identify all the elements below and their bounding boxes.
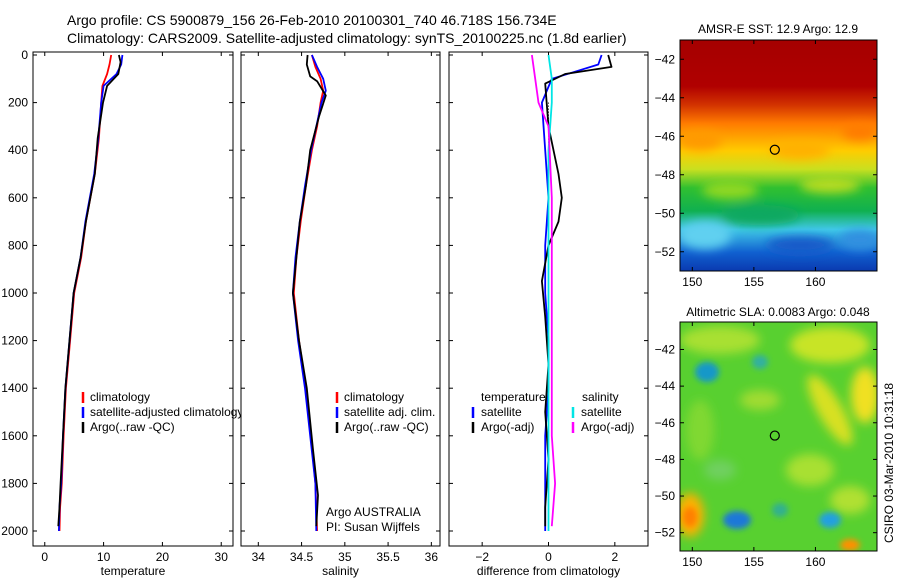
map-y-tick-label: −48 xyxy=(655,452,676,466)
map-y-tick-label: −42 xyxy=(655,52,676,66)
map-y-tick-label: −44 xyxy=(655,91,676,105)
plot-frame xyxy=(240,51,441,547)
legend-entry: satellite-adjusted climatology xyxy=(90,405,243,419)
y-tick-label: 1200 xyxy=(1,334,28,348)
annotation-text: PI: Susan Wijffels xyxy=(326,520,420,534)
legend-heading: temperature xyxy=(481,390,546,404)
x-tick-label: 36 xyxy=(425,550,439,564)
salinity-panel: 34 34.5 35 35.5 36 salinity climatologysatelli… xyxy=(240,51,441,578)
sla-map-frame xyxy=(679,321,878,552)
legend-heading: salinity xyxy=(582,390,619,404)
x-tick-label: 30 xyxy=(215,550,229,564)
map-x-tick-label: 160 xyxy=(805,275,825,289)
y-tick-label: 1400 xyxy=(1,381,28,395)
legend-entry: satellite xyxy=(481,405,522,419)
map-x-tick-label: 150 xyxy=(682,555,702,569)
map-x-tick-label: 150 xyxy=(682,275,702,289)
y-tick-label: 1600 xyxy=(1,429,28,443)
series-line xyxy=(541,54,613,527)
y-tick-label: 600 xyxy=(8,191,28,205)
timestamp-label: CSIRO 03-Mar-2010 10:31:18 xyxy=(882,383,896,543)
map-x-tick-label: 155 xyxy=(744,275,764,289)
x-tick-label: 35.5 xyxy=(376,550,400,564)
sst-map-frame xyxy=(679,39,878,272)
x-tick-label: 0 xyxy=(41,550,48,564)
sla-map-axes: 150 155 160 −42 −44 −46 −48 −50 −52 xyxy=(655,322,877,569)
header-line-2: Climatology: CARS2009. Satellite-adjuste… xyxy=(67,30,627,46)
legend-entry: satellite xyxy=(581,405,622,419)
x-tick-label: 0 xyxy=(545,550,552,564)
y-tick-label: 1800 xyxy=(1,476,28,490)
legend-entry: climatology xyxy=(344,390,404,404)
map-y-tick-label: −48 xyxy=(655,168,676,182)
x-tick-label: 34 xyxy=(252,550,266,564)
x-axis-label: temperature xyxy=(101,564,166,578)
map-y-tick-label: −46 xyxy=(655,129,676,143)
legend-entry: Argo(-adj) xyxy=(581,420,634,434)
sst-heatmap xyxy=(680,40,877,271)
legend-entry: climatology xyxy=(90,390,150,404)
legend-entry: Argo(-adj) xyxy=(481,420,534,434)
legend-entry: Argo(..raw -QC) xyxy=(344,420,429,434)
series-line xyxy=(291,54,327,527)
map-y-tick-label: −52 xyxy=(655,526,676,540)
legend-entry: satellite adj. clim. xyxy=(344,405,435,419)
plot-frame xyxy=(32,51,234,547)
y-tick-label: 0 xyxy=(21,48,28,62)
map-y-tick-label: −42 xyxy=(655,342,676,356)
x-axis-label: difference from climatology xyxy=(477,564,620,578)
map-y-tick-label: −50 xyxy=(655,489,676,503)
x-tick-label: 2 xyxy=(611,550,618,564)
sla-map-title: Altimetric SLA: 0.0083 Argo: 0.048 xyxy=(686,305,870,319)
map-y-tick-label: −44 xyxy=(655,379,676,393)
map-y-tick-label: −52 xyxy=(655,245,676,259)
sst-map-axes: 150 155 160 −42 −44 −46 −48 −50 −52 xyxy=(655,40,877,289)
x-tick-label: 34.5 xyxy=(290,550,314,564)
map-x-tick-label: 160 xyxy=(805,555,825,569)
map-y-tick-label: −46 xyxy=(655,416,676,430)
x-tick-label: 20 xyxy=(156,550,170,564)
map-x-tick-label: 155 xyxy=(744,555,764,569)
series-line xyxy=(57,54,122,527)
y-tick-label: 400 xyxy=(8,143,28,157)
x-tick-label: 35 xyxy=(338,550,352,564)
temperature-panel: 0 10 20 30 temperature 0 200 400 600 800 1000 1200 1… xyxy=(1,48,243,578)
sla-heatmap xyxy=(680,322,877,551)
series-line xyxy=(531,54,556,527)
x-axis-label: salinity xyxy=(322,564,359,578)
header-line-1: Argo profile: CS 5900879_156 26-Feb-2010… xyxy=(67,12,557,28)
x-tick-label: −2 xyxy=(475,550,489,564)
y-tick-label: 800 xyxy=(8,238,28,252)
legend-entry: Argo(..raw -QC) xyxy=(90,420,175,434)
annotation-text: Argo AUSTRALIA xyxy=(326,505,421,519)
argo-position-marker xyxy=(769,430,780,441)
map-y-tick-label: −50 xyxy=(655,206,676,220)
series-line xyxy=(547,54,553,531)
x-tick-label: 10 xyxy=(97,550,111,564)
y-tick-label: 1000 xyxy=(1,286,28,300)
y-tick-label: 2000 xyxy=(1,524,28,538)
sst-map-title: AMSR-E SST: 12.9 Argo: 12.9 xyxy=(698,22,858,36)
argo-position-marker xyxy=(769,144,780,155)
y-tick-label: 200 xyxy=(8,96,28,110)
